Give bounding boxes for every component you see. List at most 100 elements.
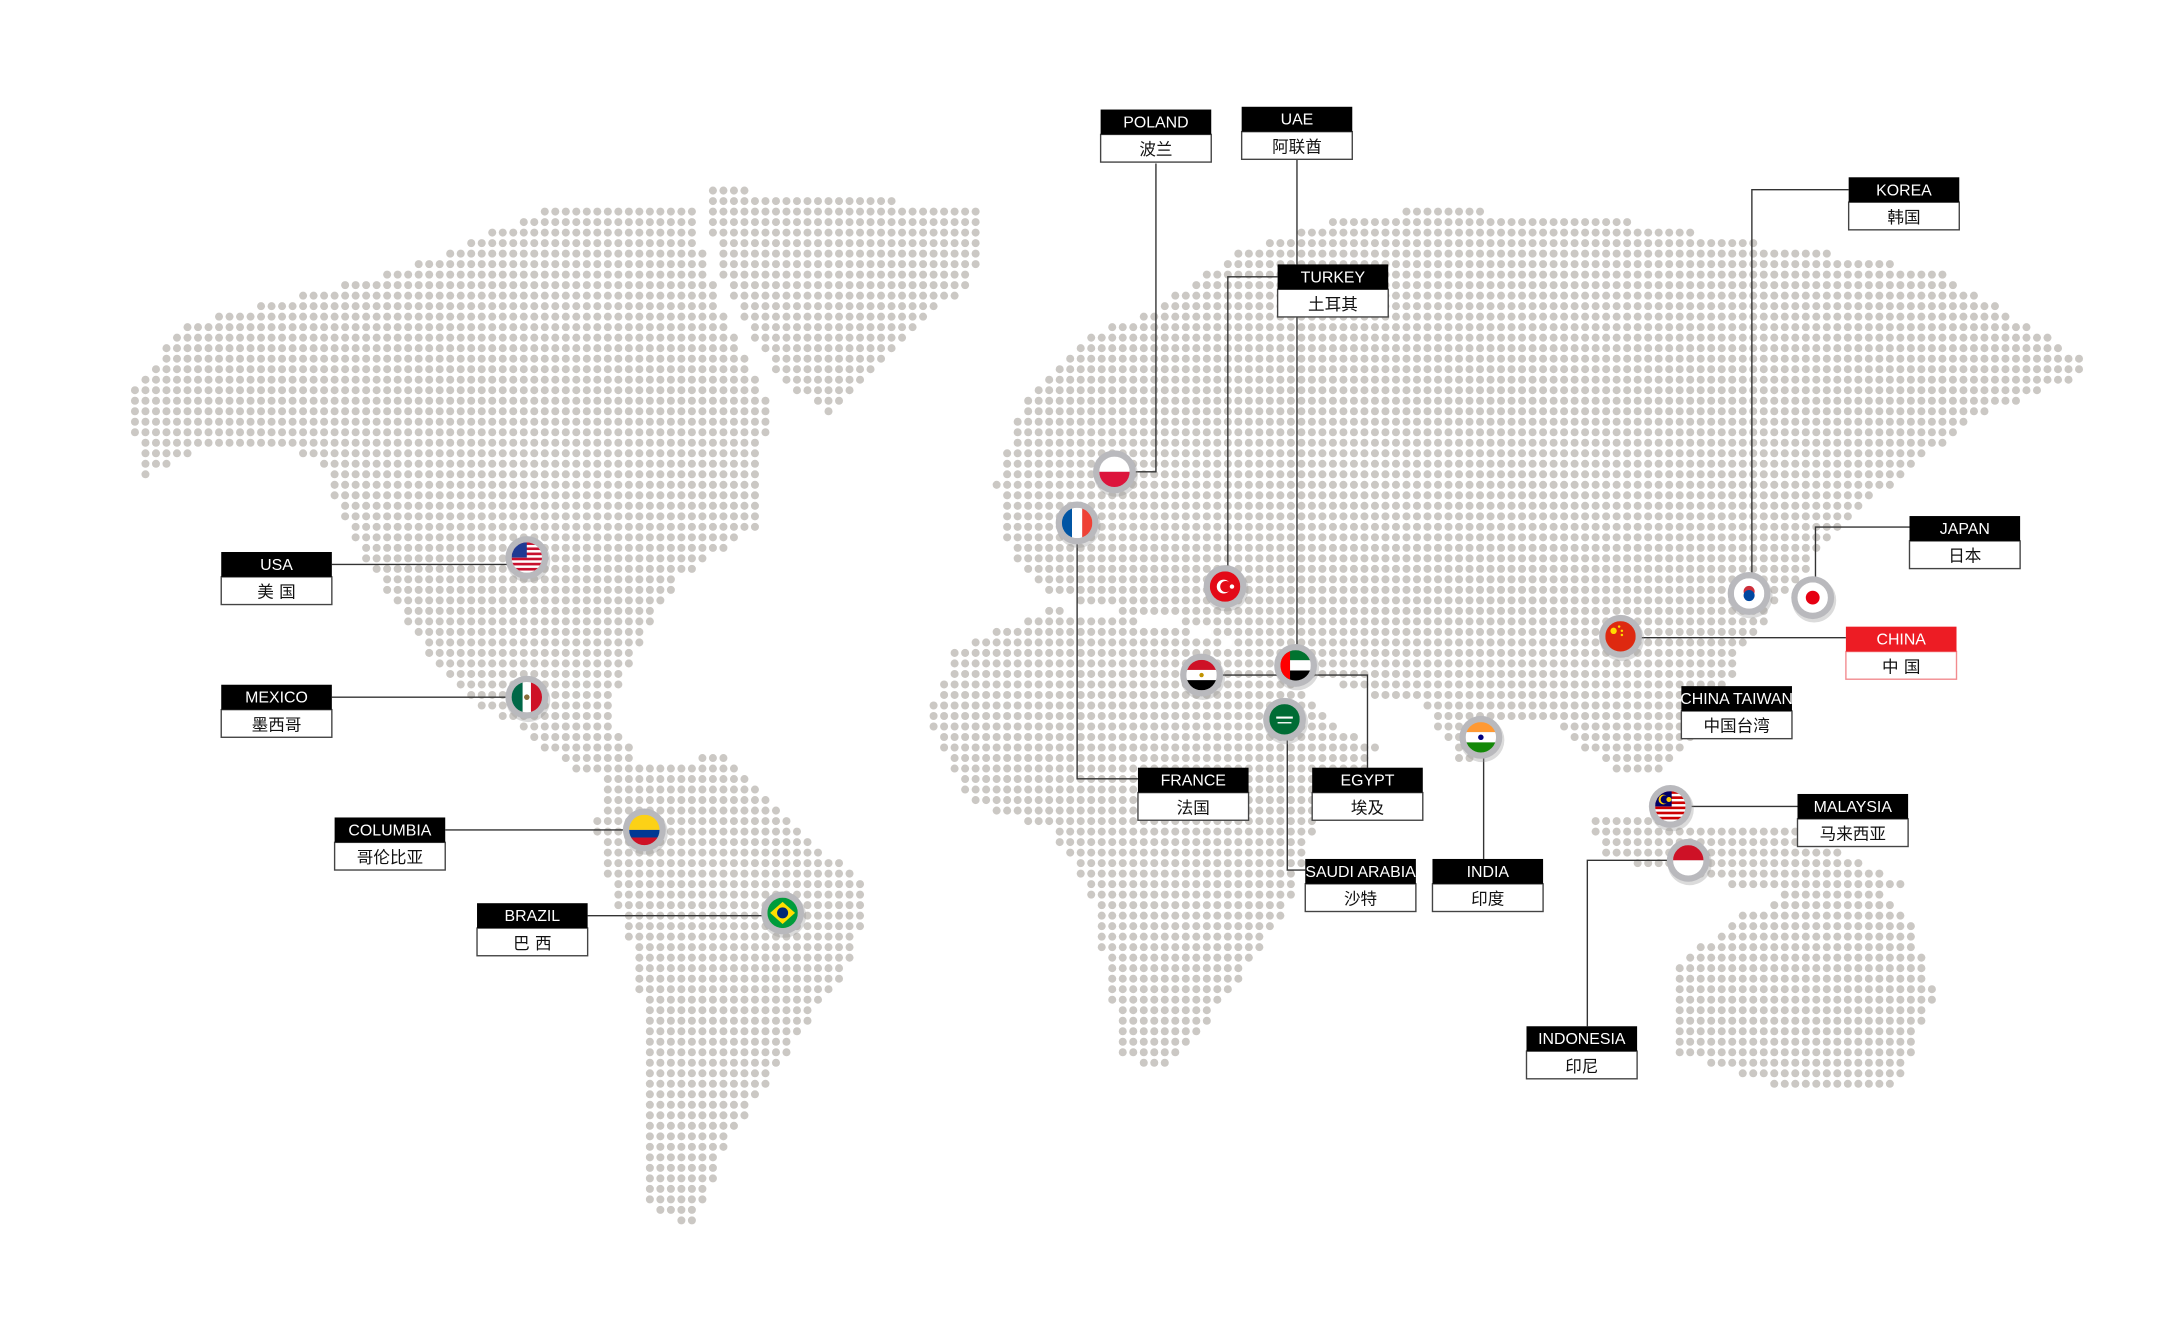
map-dot [1476,449,1485,458]
map-dot [1623,575,1632,584]
map-dot [1612,449,1621,458]
map-dot [1328,596,1337,605]
map-dot [898,281,907,290]
map-dot [435,575,444,584]
map-dot [1412,449,1421,458]
map-dot [1969,333,1978,342]
map-dot [1381,543,1390,552]
map-dot [1444,585,1453,594]
map-dot [540,312,549,321]
map-dot [750,512,759,521]
map-dot [1465,302,1474,311]
map-dot [141,386,150,395]
map-dot [1822,344,1831,353]
map-dot [635,386,644,395]
map-dot [1255,249,1264,258]
map-dot [1570,575,1579,584]
map-dot [330,470,339,479]
map-dot [603,407,612,416]
map-dot [1780,480,1789,489]
map-dot [1318,396,1327,405]
map-dot [540,270,549,279]
map-dot [1234,543,1243,552]
map-dot [1202,291,1211,300]
map-dot [1160,354,1169,363]
map-dot [1034,554,1043,563]
map-dot [698,386,707,395]
map-dot [719,207,728,216]
map-dot [362,407,371,416]
map-dot [614,428,623,437]
map-dot [1822,249,1831,258]
map-dot [1528,449,1537,458]
map-dot [614,596,623,605]
map-dot [362,281,371,290]
map-dot [267,417,276,426]
map-dot [950,239,959,248]
map-dot [792,260,801,269]
map-dot [183,386,192,395]
map-dot [267,375,276,384]
map-dot [1728,501,1737,510]
map-dot [1623,333,1632,342]
map-dot [582,606,591,615]
map-dot [1791,480,1800,489]
map-dot [1717,249,1726,258]
map-dot [677,459,686,468]
map-dot [393,428,402,437]
map-dot [561,543,570,552]
map-dot [172,375,181,384]
map-dot [677,281,686,290]
map-dot [1297,249,1306,258]
map-dot [1938,438,1947,447]
map-dot [1759,354,1768,363]
map-dot [435,480,444,489]
map-dot [1728,449,1737,458]
map-dot [130,386,139,395]
map-dot [2001,312,2010,321]
map-dot [1129,501,1138,510]
map-dot [2011,333,2020,342]
map-dot [551,617,560,626]
map-dot [456,554,465,563]
map-dot [1433,365,1443,374]
map-dot [1549,491,1558,500]
map-dot [1717,396,1726,405]
map-dot [1497,302,1506,311]
map-dot [1633,585,1642,594]
map-dot [498,575,507,584]
map-dot [309,365,318,374]
map-dot [719,323,728,332]
map-dot [866,333,875,342]
map-dot [1202,438,1211,447]
map-dot [1150,312,1159,321]
map-dot [1360,218,1369,227]
map-dot [1433,417,1443,426]
map-dot [446,459,455,468]
map-dot [1717,407,1726,416]
map-dot [1433,459,1443,468]
map-dot [1402,575,1411,584]
map-dot [435,312,444,321]
map-dot [708,459,717,468]
map-dot [1265,333,1274,342]
map-dot [1717,270,1726,279]
map-dot [1927,281,1936,290]
map-dot [1864,354,1873,363]
map-dot [1686,512,1695,521]
map-dot [488,480,497,489]
map-dot [1549,407,1558,416]
map-dot [1391,512,1400,521]
map-dot [792,239,801,248]
map-dot [1370,386,1379,395]
map-dot [1549,522,1558,531]
map-dot [1465,438,1474,447]
map-dot [225,417,234,426]
map-dot [856,333,865,342]
map-dot [1686,428,1695,437]
map-dot [835,312,844,321]
map-dot [1675,386,1684,395]
map-dot [1076,396,1085,405]
map-dot [1181,449,1190,458]
